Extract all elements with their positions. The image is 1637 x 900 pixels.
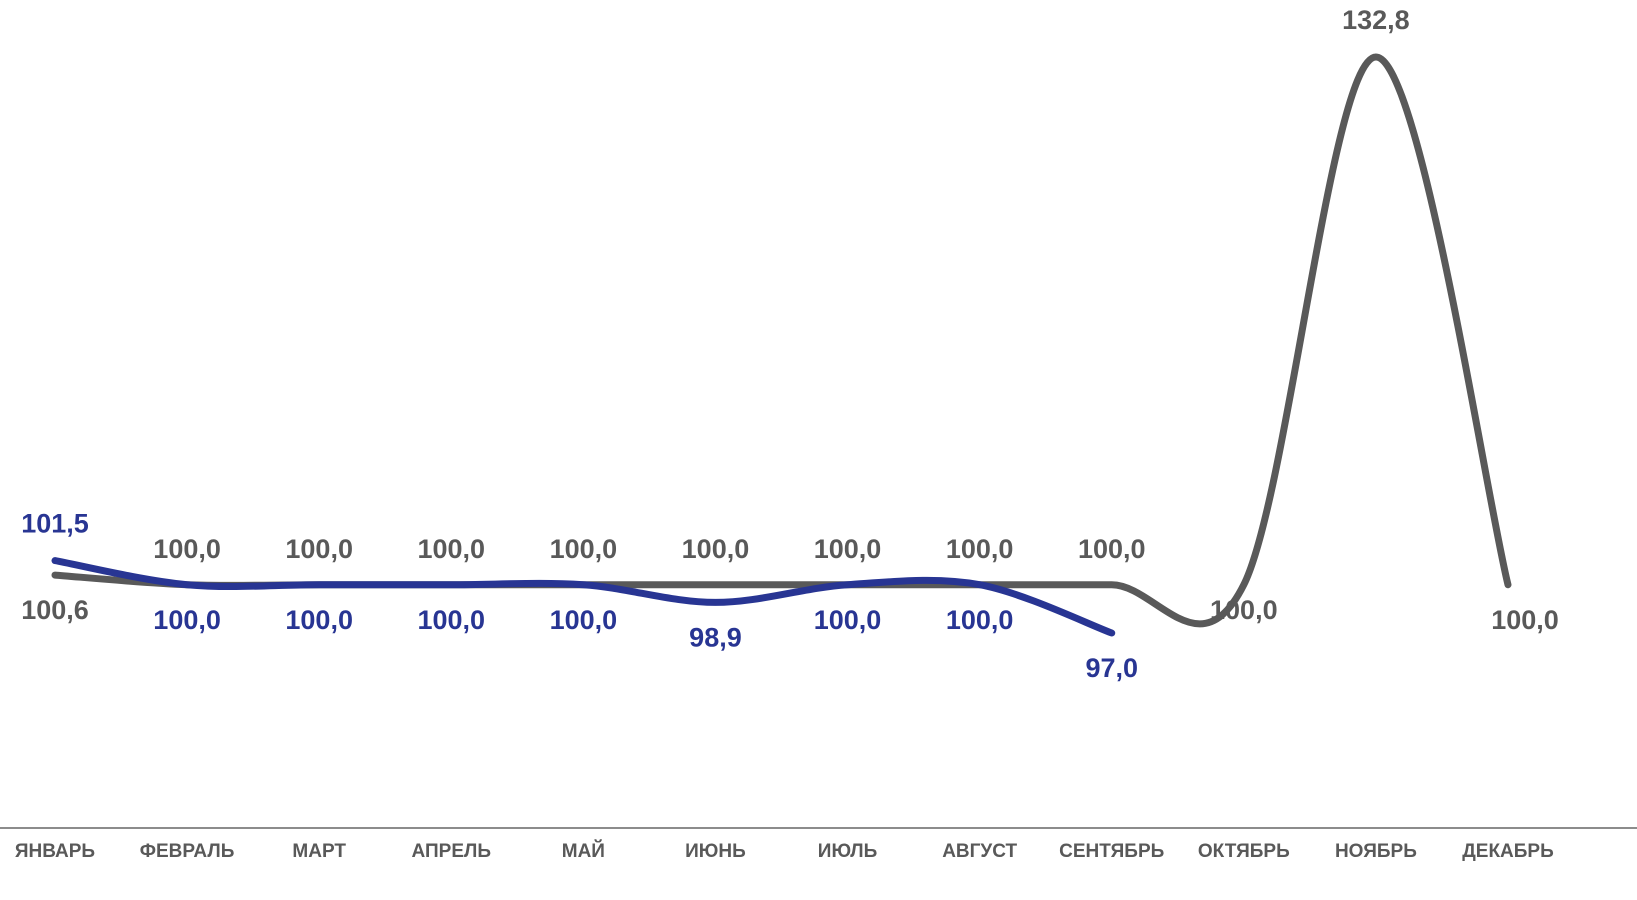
x-tick-label: НОЯБРЬ bbox=[1335, 841, 1417, 862]
x-tick-label: АВГУСТ bbox=[942, 841, 1017, 862]
data-label: 100,0 bbox=[550, 605, 618, 635]
data-label: 100,0 bbox=[1210, 595, 1278, 625]
x-tick-label: СЕНТЯБРЬ bbox=[1059, 841, 1164, 862]
data-label: 100,0 bbox=[153, 605, 221, 635]
x-tick-label: МАРТ bbox=[292, 841, 346, 862]
series-line bbox=[51, 557, 1116, 637]
x-tick-label: ИЮЛЬ bbox=[818, 841, 878, 862]
x-tick-label: АПРЕЛЬ bbox=[412, 841, 491, 862]
data-label: 100,0 bbox=[550, 534, 618, 564]
x-tick-label: ОКТЯБРЬ bbox=[1198, 841, 1290, 862]
data-label: 97,0 bbox=[1085, 653, 1138, 683]
data-label: 98,9 bbox=[689, 623, 742, 653]
x-tick-label: ДЕКАБРЬ bbox=[1462, 841, 1554, 862]
data-label: 132,8 bbox=[1342, 5, 1410, 35]
data-label: 100,0 bbox=[814, 534, 882, 564]
data-label: 100,0 bbox=[417, 534, 485, 564]
data-label: 101,5 bbox=[21, 509, 89, 539]
x-tick-label: ЯНВАРЬ bbox=[15, 841, 95, 862]
data-label: 100,0 bbox=[285, 605, 353, 635]
data-label: 100,0 bbox=[417, 605, 485, 635]
data-label: 100,0 bbox=[1078, 534, 1146, 564]
data-label: 100,0 bbox=[946, 534, 1014, 564]
x-tick-label: ИЮНЬ bbox=[685, 841, 746, 862]
x-tick-label: ФЕВРАЛЬ bbox=[140, 841, 235, 862]
x-tick-label: МАЙ bbox=[562, 840, 605, 862]
series-line bbox=[51, 53, 1512, 628]
data-label: 100,0 bbox=[153, 534, 221, 564]
data-label: 100,0 bbox=[285, 534, 353, 564]
data-label: 100,0 bbox=[682, 534, 750, 564]
data-label: 100,0 bbox=[1491, 605, 1559, 635]
data-label: 100,6 bbox=[21, 595, 89, 625]
data-label: 100,0 bbox=[946, 605, 1014, 635]
data-label: 100,0 bbox=[814, 605, 882, 635]
